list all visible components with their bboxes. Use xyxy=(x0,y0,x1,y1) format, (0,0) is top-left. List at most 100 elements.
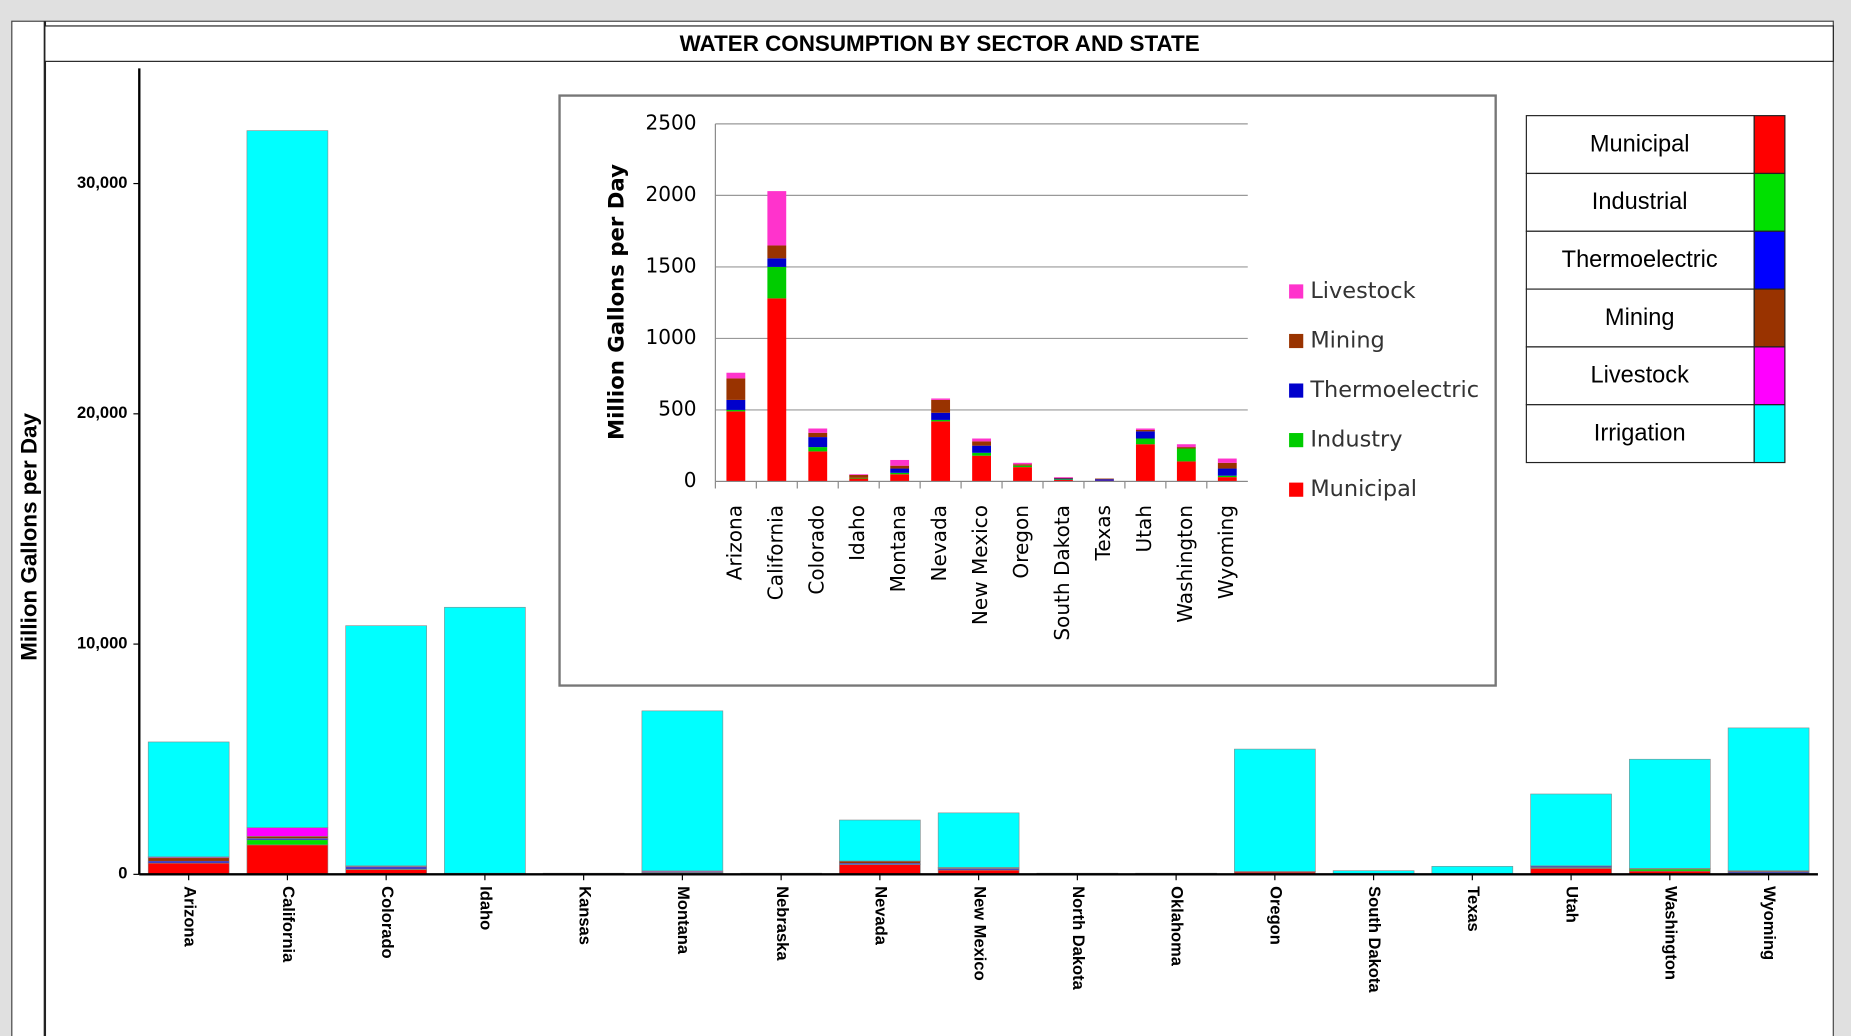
legend-swatch xyxy=(1289,433,1304,448)
legend-label: Industrial xyxy=(1592,189,1688,215)
legend-swatch xyxy=(1753,404,1786,464)
bar-segment xyxy=(767,258,787,267)
x-tick-label: Washington xyxy=(1173,505,1197,623)
bar-segment xyxy=(972,438,991,442)
bar-segment xyxy=(1054,477,1073,478)
legend-swatch xyxy=(1753,288,1786,348)
bar-segment xyxy=(890,472,910,475)
bar-segment xyxy=(1013,467,1032,482)
inset-plot: Million Gallons per Day 0 500 1000 1500 2000… xyxy=(604,110,1479,640)
bar-segment xyxy=(931,399,951,413)
bar-segment xyxy=(972,445,991,453)
bar-segment xyxy=(849,474,869,475)
legend-swatch xyxy=(1289,482,1304,497)
legend-cell xyxy=(1525,404,1755,464)
y-axis-label: Million Gallons per Day xyxy=(17,412,42,660)
x-tick-label: New Mexico xyxy=(970,886,989,981)
y-tick-label: 0 xyxy=(684,468,697,492)
bar-segment xyxy=(1054,479,1073,480)
x-tick-label: Texas xyxy=(1464,886,1483,932)
bar-segment xyxy=(931,398,951,400)
legend-label: Thermoelectric xyxy=(1562,247,1718,273)
bar-segment xyxy=(890,468,910,473)
legend-swatch xyxy=(1753,172,1786,232)
legend-label: Industry xyxy=(1310,427,1402,453)
bar-segment xyxy=(931,419,951,422)
bar-segment xyxy=(808,447,828,452)
bar-segment xyxy=(1135,429,1155,432)
bar-segment xyxy=(1176,444,1196,448)
x-tick-label: Oregon xyxy=(1009,505,1033,579)
bar-segment xyxy=(246,836,329,839)
legend-swatch xyxy=(1289,333,1304,349)
bar-segment xyxy=(849,477,869,479)
bar-segment xyxy=(1217,458,1237,463)
x-tick-label: California xyxy=(763,505,787,600)
bar-segment xyxy=(1054,478,1073,480)
bar-segment xyxy=(246,130,329,828)
bar-segment xyxy=(147,857,230,862)
x-tick-label: Nebraska xyxy=(773,886,792,961)
bar-segment xyxy=(931,412,951,420)
x-tick-label: Idaho xyxy=(477,886,496,930)
legend-label: Livestock xyxy=(1310,278,1415,304)
bar-segment xyxy=(147,741,230,858)
legend-label: Livestock xyxy=(1591,363,1690,389)
bar-segment xyxy=(849,478,869,482)
bar-segment xyxy=(1013,465,1032,468)
bar-segment xyxy=(444,606,526,874)
bar-segment xyxy=(839,860,921,864)
bar-segment xyxy=(1135,438,1155,445)
x-tick-label: California xyxy=(279,886,298,963)
legend-swatch xyxy=(1753,230,1786,290)
bar-segment xyxy=(726,399,746,410)
bar-segment xyxy=(1629,868,1711,872)
inset-y-axis-label: Million Gallons per Day xyxy=(604,164,629,440)
x-tick-label: Nevada xyxy=(872,886,891,946)
bar-segment xyxy=(1217,477,1237,482)
x-tick-label: Arizona xyxy=(722,505,746,580)
x-tick-label: Oregon xyxy=(1266,886,1285,945)
bar-segment xyxy=(931,421,951,482)
bar-segment xyxy=(1013,464,1032,466)
x-tick-label: Texas xyxy=(1091,505,1115,561)
y-tick-label: 500 xyxy=(658,396,696,420)
bar-segment xyxy=(1013,462,1032,465)
bar-segment xyxy=(890,459,910,466)
legend-swatch xyxy=(1753,115,1786,175)
y-tick-label: 1000 xyxy=(645,325,696,349)
x-tick-label: Utah xyxy=(1132,505,1156,553)
legend-swatch xyxy=(1289,284,1304,299)
bar-segment xyxy=(767,266,787,299)
y-tick-label: 10,000 xyxy=(77,633,128,652)
bar-segment xyxy=(890,474,910,482)
bar-segment xyxy=(839,864,921,875)
x-tick-label: Wyoming xyxy=(1760,886,1779,960)
y-tick-label: 20,000 xyxy=(77,403,128,422)
bar-segment xyxy=(1217,462,1237,469)
bar-segment xyxy=(972,452,991,456)
bar-segment xyxy=(1431,865,1514,875)
bar-segment xyxy=(1629,758,1711,869)
legend-cell xyxy=(1525,346,1755,406)
legend-swatch xyxy=(1289,383,1304,398)
y-tick-label: 2000 xyxy=(645,182,696,206)
bar-segment xyxy=(839,819,921,862)
y-tick-label: 1500 xyxy=(645,253,696,277)
bar-segment xyxy=(1234,748,1316,872)
bar-segment xyxy=(726,378,746,400)
bar-segment xyxy=(1217,475,1237,478)
bar-segment xyxy=(345,625,427,867)
bar-segment xyxy=(1095,479,1114,481)
x-tick-label: Montana xyxy=(674,886,693,955)
x-tick-label: Nevada xyxy=(927,505,951,581)
x-tick-label: Montana xyxy=(886,505,910,592)
x-tick-label: North Dakota xyxy=(1069,886,1088,990)
x-tick-label: Colorado xyxy=(378,886,397,958)
bar-segment xyxy=(1095,478,1114,480)
bar-segment xyxy=(808,451,828,482)
legend-label: Mining xyxy=(1605,305,1675,331)
bar-segment xyxy=(1727,727,1810,871)
bar-segment xyxy=(972,441,991,446)
